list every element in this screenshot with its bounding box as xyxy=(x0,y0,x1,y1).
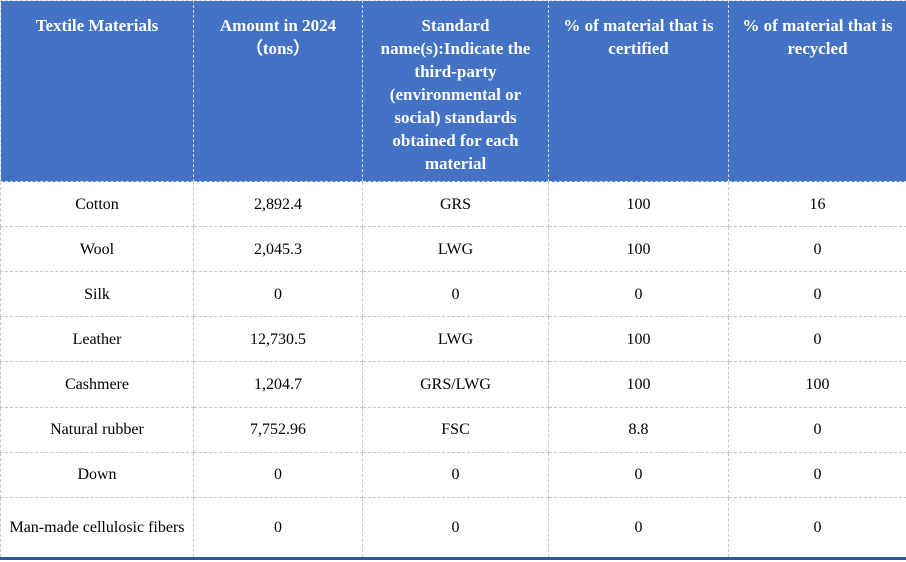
table-row-wool: Wool 2,045.3 LWG 100 0 xyxy=(0,226,906,273)
cell-certified: 100 xyxy=(548,226,729,273)
cell-standard: FSC xyxy=(362,406,549,453)
table-row-leather: Leather 12,730.5 LWG 100 0 xyxy=(0,316,906,363)
header-textile-materials: Textile Materials xyxy=(0,0,194,182)
cell-standard: GRS/LWG xyxy=(362,361,549,408)
cell-recycled: 0 xyxy=(728,271,906,318)
cell-certified: 8.8 xyxy=(548,406,729,453)
cell-certified: 0 xyxy=(548,451,729,498)
cell-recycled: 16 xyxy=(728,180,906,228)
cell-certified: 100 xyxy=(548,180,729,228)
cell-material: Wool xyxy=(0,226,194,273)
cell-certified: 0 xyxy=(548,496,729,560)
cell-recycled: 100 xyxy=(728,361,906,408)
cell-certified: 100 xyxy=(548,361,729,408)
cell-standard: GRS xyxy=(362,180,549,228)
cell-material: Cashmere xyxy=(0,361,194,408)
cell-amount: 7,752.96 xyxy=(193,406,363,453)
cell-recycled: 0 xyxy=(728,496,906,560)
header-percent-certified: % of material that is certified xyxy=(548,0,729,182)
header-standard-names: Standard name(s):Indicate the third-part… xyxy=(362,0,549,182)
table-row-down: Down 0 0 0 0 xyxy=(0,451,906,498)
cell-amount: 2,045.3 xyxy=(193,226,363,273)
table-row-cashmere: Cashmere 1,204.7 GRS/LWG 100 100 xyxy=(0,361,906,408)
header-percent-recycled: % of material that is recycled xyxy=(728,0,906,182)
cell-amount: 1,204.7 xyxy=(193,361,363,408)
cell-material: Cotton xyxy=(0,180,194,228)
table-row-natural-rubber: Natural rubber 7,752.96 FSC 8.8 0 xyxy=(0,406,906,453)
cell-recycled: 0 xyxy=(728,316,906,363)
cell-standard: LWG xyxy=(362,316,549,363)
cell-recycled: 0 xyxy=(728,226,906,273)
cell-material: Leather xyxy=(0,316,194,363)
cell-amount: 0 xyxy=(193,451,363,498)
cell-material: Man-made cellulosic fibers xyxy=(0,496,194,560)
cell-amount: 0 xyxy=(193,271,363,318)
table-row-silk: Silk 0 0 0 0 xyxy=(0,271,906,318)
cell-standard: 0 xyxy=(362,451,549,498)
cell-material: Silk xyxy=(0,271,194,318)
cell-standard: LWG xyxy=(362,226,549,273)
cell-amount: 2,892.4 xyxy=(193,180,363,228)
cell-standard: 0 xyxy=(362,496,549,560)
cell-material: Down xyxy=(0,451,194,498)
table-row-man-made-cellulosic-fibers: Man-made cellulosic fibers 0 0 0 0 xyxy=(0,496,906,560)
table-header-row: Textile Materials Amount in 2024（tons） S… xyxy=(0,0,906,182)
cell-recycled: 0 xyxy=(728,406,906,453)
table-row-cotton: Cotton 2,892.4 GRS 100 16 xyxy=(0,180,906,228)
cell-material: Natural rubber xyxy=(0,406,194,453)
cell-certified: 100 xyxy=(548,316,729,363)
cell-certified: 0 xyxy=(548,271,729,318)
cell-standard: 0 xyxy=(362,271,549,318)
cell-amount: 0 xyxy=(193,496,363,560)
cell-recycled: 0 xyxy=(728,451,906,498)
header-amount-2024: Amount in 2024（tons） xyxy=(193,0,363,182)
cell-amount: 12,730.5 xyxy=(193,316,363,363)
